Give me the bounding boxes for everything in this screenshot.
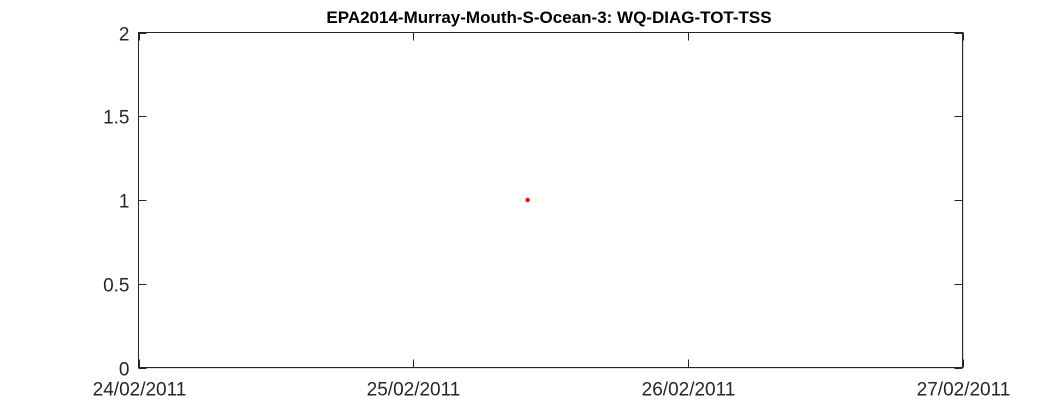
y-tick-label: 1 [119, 192, 130, 213]
y-tick-label: 0.5 [103, 276, 129, 297]
y-tick-label: 0 [119, 360, 130, 381]
x-tick-label: 24/02/2011 [93, 380, 187, 401]
y-tick-labels: 0 0.5 1 1.5 2 [103, 25, 129, 381]
x-tick-label: 27/02/2011 [917, 380, 1011, 401]
y-tick-label: 1.5 [103, 108, 129, 129]
axes-frame [138, 32, 963, 368]
x-tick-label: 25/02/2011 [367, 380, 461, 401]
x-tick-labels: 24/02/2011 25/02/2011 26/02/2011 27/02/2011 [93, 380, 1011, 401]
y-tick-label: 2 [119, 25, 130, 46]
chart-title: EPA2014-Murray-Mouth-S-Ocean-3: WQ-DIAG-… [326, 8, 771, 27]
x-tick-label: 26/02/2011 [642, 380, 736, 401]
tick-layer [138, 32, 964, 369]
data-point [525, 197, 530, 203]
data-points [525, 197, 530, 203]
